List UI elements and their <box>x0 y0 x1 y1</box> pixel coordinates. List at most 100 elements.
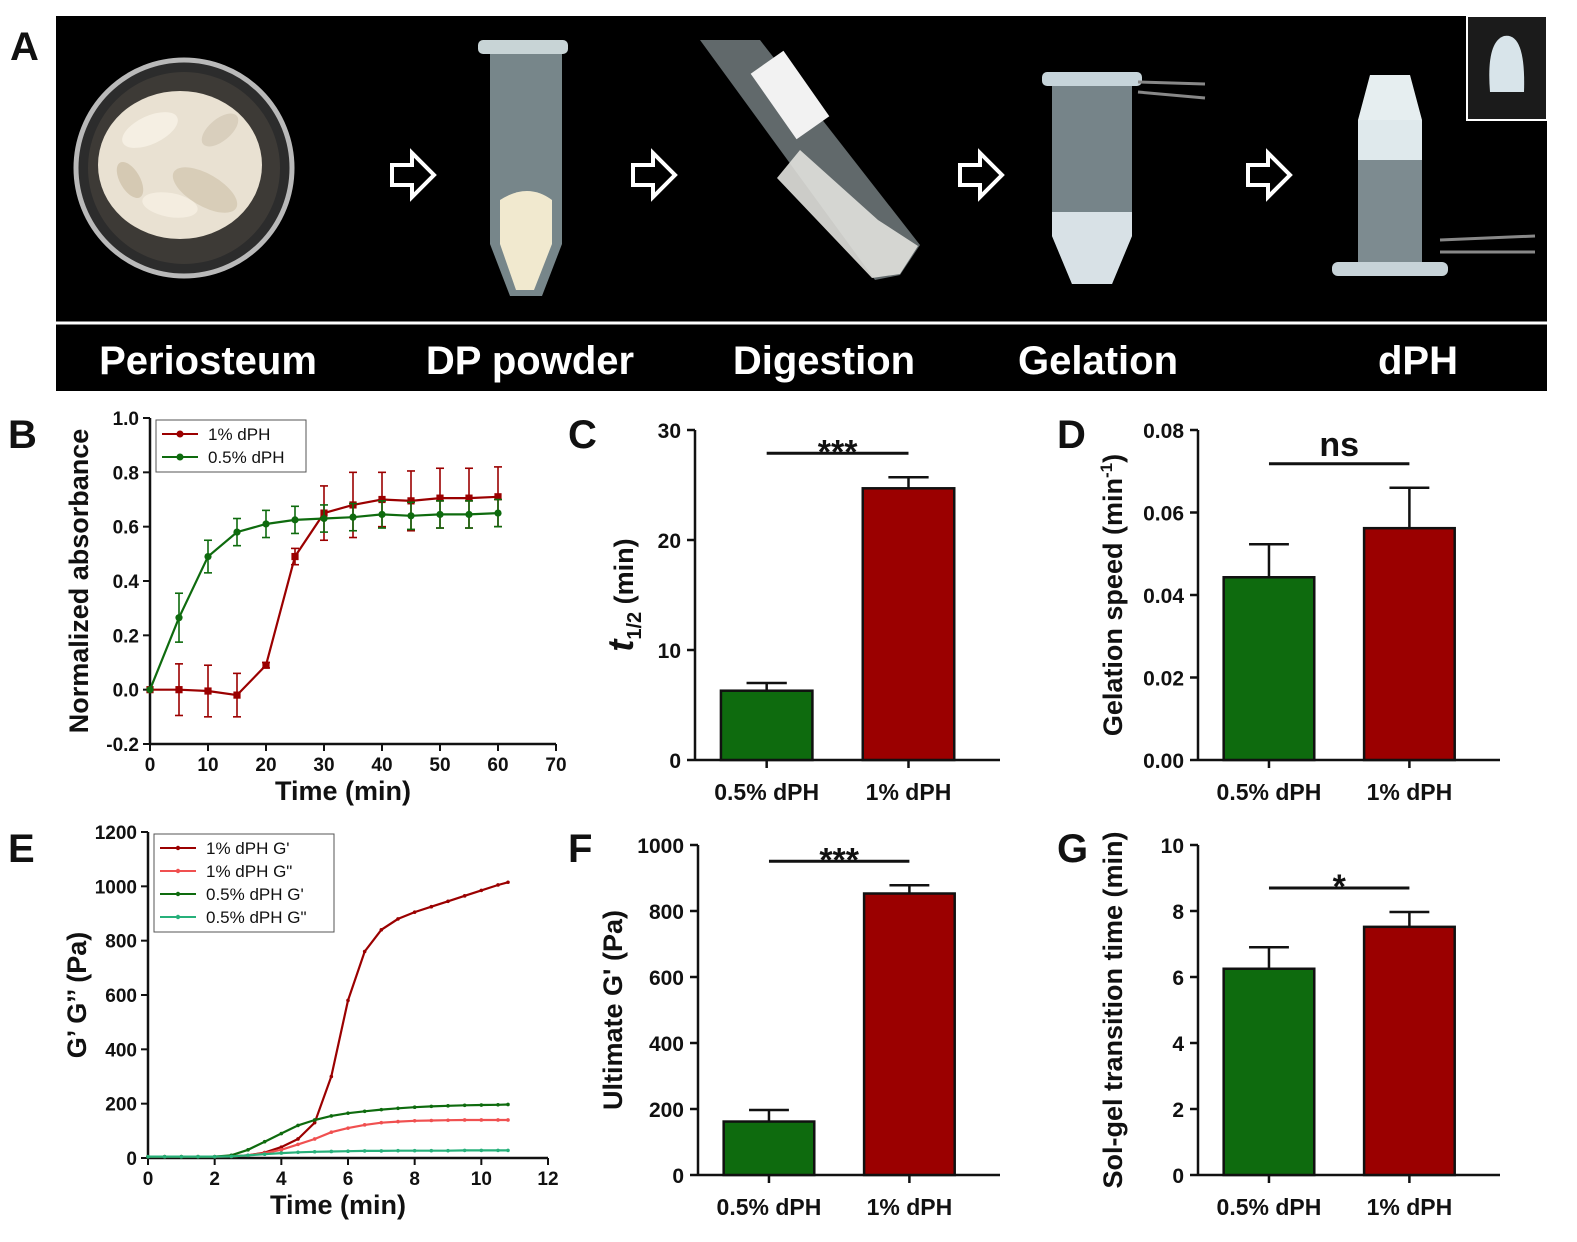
data-point <box>412 1118 417 1123</box>
data-point <box>312 1118 317 1122</box>
data-point <box>296 1142 300 1147</box>
data-point <box>494 493 502 501</box>
data-point <box>494 509 502 517</box>
data-point <box>346 1126 350 1130</box>
data-point <box>262 1152 267 1156</box>
series-line <box>148 1103 509 1158</box>
arrow-right-icon <box>1246 148 1293 202</box>
data-point <box>312 1120 317 1125</box>
legend-box <box>155 419 307 473</box>
x-tick-label: 60 <box>487 755 508 776</box>
data-point <box>346 1149 350 1154</box>
legend-label: 1% dPH G" <box>206 862 292 881</box>
y-axis-title: G’ G’’ (Pa) <box>62 932 92 1059</box>
data-point <box>379 928 384 932</box>
data-point <box>246 1153 250 1158</box>
data-point <box>329 1074 334 1079</box>
legend-marker <box>176 430 184 438</box>
data-point <box>506 880 510 885</box>
category-label: 0.5% dPH <box>717 1194 822 1220</box>
data-point <box>346 998 350 1003</box>
y-tick-label: 0.02 <box>1143 668 1184 691</box>
data-point <box>212 1154 217 1159</box>
data-point <box>279 1151 284 1155</box>
data-point <box>296 1123 300 1128</box>
y-axis-title: t1/2 (min) <box>600 538 646 651</box>
y-tick-label: 600 <box>649 967 684 990</box>
data-point <box>412 1148 417 1153</box>
y-axis-title: Ultimate G' (Pa) <box>598 910 628 1110</box>
data-point <box>436 510 444 519</box>
y-tick-label: 200 <box>105 1095 137 1116</box>
data-point <box>362 949 367 954</box>
data-point <box>506 1118 510 1122</box>
data-point <box>378 510 386 519</box>
legend-box <box>153 833 335 933</box>
bar <box>862 892 956 1177</box>
data-point <box>429 904 434 909</box>
y-tick-label: 0.2 <box>113 626 139 647</box>
step-label-gelation: Gelation <box>1018 339 1178 383</box>
panel-letter-d: D <box>1057 413 1086 457</box>
chart-g-sol-gel-time: 0 2 4 6 8 10 0.5% dPH 1% dPH * Sol-gel transition… <box>1098 831 1500 1220</box>
data-point <box>462 1103 467 1108</box>
dph-tube-photo <box>1332 15 1548 276</box>
data-point <box>479 1103 484 1107</box>
data-point <box>479 1118 484 1122</box>
data-point <box>262 1139 267 1144</box>
data-point <box>429 1148 434 1153</box>
data-point <box>479 888 484 893</box>
data-point <box>233 691 241 699</box>
significance-label: *** <box>819 841 859 879</box>
digestion-tube-photo <box>700 40 920 280</box>
x-tick-label: 10 <box>197 755 218 776</box>
arrow-right-icon <box>390 148 437 202</box>
data-point <box>246 1148 250 1152</box>
data-point <box>496 1118 500 1122</box>
y-tick-label: 0.06 <box>1143 503 1184 526</box>
legend-marker <box>175 914 181 920</box>
chart-d-gelation-speed: 0.00 0.02 0.04 0.06 0.08 0.5% dPH 1% dPH ns Gela… <box>1097 420 1500 805</box>
periosteum-photo <box>73 57 295 279</box>
y-tick-label: 10 <box>658 640 681 663</box>
data-point <box>429 1104 434 1109</box>
data-point <box>446 1104 450 1108</box>
legend-marker <box>175 868 181 874</box>
panel-letter-f: F <box>568 827 592 871</box>
data-point <box>362 1109 367 1114</box>
data-point <box>312 1137 317 1141</box>
data-point <box>312 1149 317 1154</box>
x-tick-label: 2 <box>209 1169 220 1190</box>
x-tick-label: 0 <box>143 1169 154 1190</box>
y-axis-title: Normalized absorbance <box>64 429 94 734</box>
data-point <box>412 1105 417 1109</box>
x-tick-label: 6 <box>343 1169 354 1190</box>
y-tick-label: -0.2 <box>106 735 139 756</box>
process-arrows <box>390 148 1293 202</box>
y-tick-label: 0 <box>126 1149 137 1170</box>
category-label: 1% dPH <box>867 1194 953 1220</box>
data-point <box>407 497 415 505</box>
data-point <box>496 883 500 887</box>
data-point <box>362 1149 367 1153</box>
data-point <box>479 1148 484 1153</box>
bar <box>719 689 814 762</box>
data-point <box>279 1148 284 1152</box>
series-line <box>148 1149 508 1158</box>
step-label-dph: dPH <box>1378 339 1458 383</box>
dp-powder-tube-photo <box>478 40 568 296</box>
data-point <box>412 910 417 914</box>
y-tick-label: 0.4 <box>113 572 140 593</box>
data-point <box>496 1148 500 1153</box>
y-tick-label: 800 <box>105 932 137 953</box>
data-point <box>436 494 444 502</box>
data-point <box>296 1150 300 1155</box>
significance-label: *** <box>818 433 858 471</box>
data-point <box>279 1131 284 1136</box>
y-axis-title-main: t <box>600 638 641 652</box>
x-tick-label: 4 <box>276 1169 287 1190</box>
data-point <box>462 1148 467 1153</box>
y-tick-label: 4 <box>1172 1033 1184 1056</box>
data-point <box>396 1119 400 1124</box>
